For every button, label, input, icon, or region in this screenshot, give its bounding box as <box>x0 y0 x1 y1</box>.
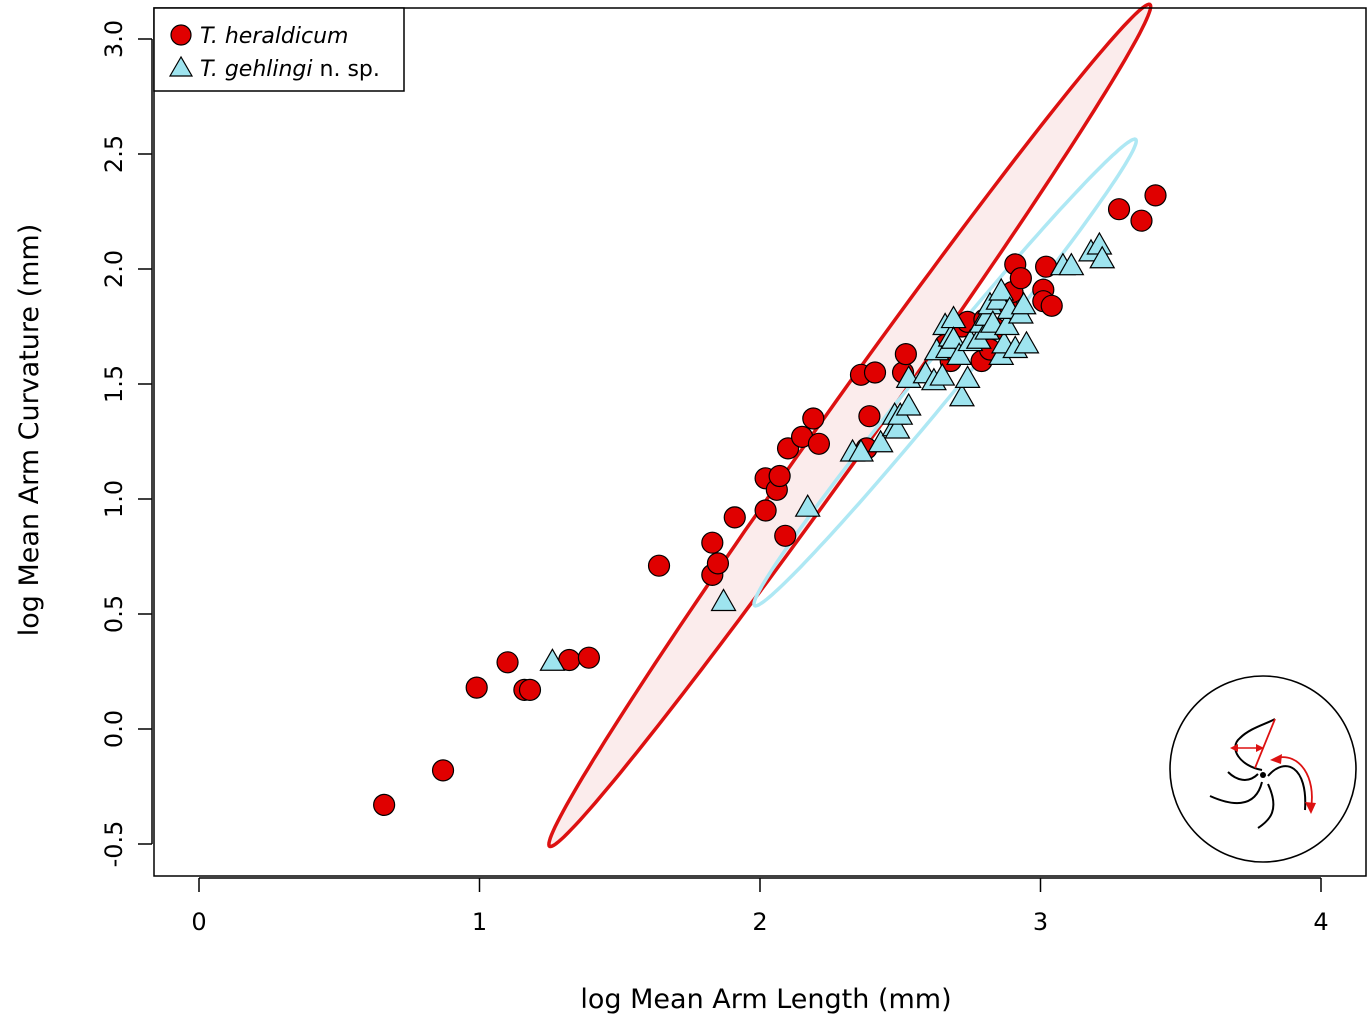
y-tick-label: 0.0 <box>100 710 128 748</box>
inset-curvature-arrowhead-start <box>1270 754 1282 764</box>
y-tick-label: 1.5 <box>100 365 128 403</box>
point-gehlingi <box>1058 252 1085 276</box>
legend-label-gehlingi-suffix: n. sp. <box>313 57 380 82</box>
point-gehlingi <box>539 648 566 671</box>
point-heraldicum <box>465 676 488 699</box>
point-gehlingi <box>710 588 737 612</box>
point-heraldicum <box>1144 184 1167 207</box>
point-heraldicum <box>701 531 724 554</box>
point-heraldicum <box>774 524 797 547</box>
x-axis: 0 1 2 3 4 <box>191 877 1329 936</box>
svg-text:T. heraldicum: T. heraldicum <box>200 24 348 49</box>
inset-curvature-arrow <box>1275 756 1313 809</box>
y-tick-label: 2.5 <box>100 135 128 173</box>
point-gehlingi <box>1013 330 1040 354</box>
data-points <box>373 184 1167 817</box>
point-heraldicum <box>1130 209 1153 232</box>
spiral-arm-measurement-icon <box>1169 675 1357 863</box>
inset-arm-lower-2 <box>1257 783 1275 829</box>
y-tick-label: 1.0 <box>100 480 128 518</box>
point-heraldicum <box>768 464 791 488</box>
point-gehlingi <box>946 342 973 365</box>
y-tick-label: 3.0 <box>100 20 128 58</box>
y-tick-label: 0.5 <box>100 595 128 633</box>
inset-curvature-arrowhead-end <box>1305 802 1316 814</box>
y-axis: -0.5 0.0 0.5 1.0 1.5 2.0 2.5 3.0 <box>100 20 153 868</box>
legend-marker-heraldicum <box>170 24 192 46</box>
point-heraldicum <box>1040 294 1063 317</box>
point-heraldicum <box>518 678 542 702</box>
point-gehlingi <box>948 383 975 407</box>
inset-arm-right <box>1267 765 1307 811</box>
point-gehlingi <box>1010 291 1037 315</box>
point-gehlingi <box>895 392 922 416</box>
inset-arm-left <box>1227 771 1259 781</box>
point-heraldicum <box>1009 267 1032 290</box>
point-gehlingi <box>867 429 894 453</box>
legend-label-heraldicum: T. heraldicum <box>200 24 348 49</box>
legend-marker-gehlingi <box>168 55 194 77</box>
x-tick-label: 2 <box>752 908 767 936</box>
y-tick-label: 2.0 <box>100 250 128 288</box>
point-heraldicum <box>858 405 881 428</box>
inset-width-arrowhead-left <box>1230 744 1238 752</box>
x-tick-label: 1 <box>472 908 487 936</box>
y-axis-title: log Mean Arm Curvature (mm) <box>14 224 45 637</box>
x-tick-label: 0 <box>191 908 206 936</box>
point-heraldicum <box>723 506 746 529</box>
point-gehlingi <box>884 415 911 439</box>
plot-frame <box>153 7 1367 877</box>
ellipse-heraldicum <box>547 2 1153 849</box>
x-axis-title: log Mean Arm Length (mm) <box>580 984 951 1015</box>
point-heraldicum <box>496 651 519 674</box>
point-heraldicum <box>373 793 396 817</box>
legend-box <box>153 7 405 92</box>
point-heraldicum <box>431 759 455 782</box>
point-gehlingi <box>1089 245 1116 269</box>
svg-text:T. gehlingi n. sp.: T. gehlingi n. sp. <box>200 57 380 82</box>
point-heraldicum <box>754 499 777 522</box>
point-heraldicum <box>802 407 825 430</box>
point-heraldicum <box>807 432 831 455</box>
y-tick-label: -0.5 <box>100 821 128 868</box>
point-gehlingi <box>993 312 1020 336</box>
inset-arm-upper <box>1234 718 1276 771</box>
inset-arm-lower <box>1209 781 1263 805</box>
point-heraldicum <box>1107 198 1131 221</box>
point-gehlingi <box>988 277 1015 301</box>
inset-arm-upper-tip <box>1254 718 1276 769</box>
point-heraldicum <box>863 361 887 384</box>
x-tick-label: 3 <box>1033 908 1048 936</box>
inset-center <box>1260 772 1266 778</box>
point-gehlingi <box>929 362 956 386</box>
point-gehlingi <box>847 438 875 462</box>
point-heraldicum <box>577 646 600 669</box>
legend-label-gehlingi: T. gehlingi <box>200 57 313 82</box>
point-heraldicum <box>647 554 671 577</box>
point-heraldicum <box>894 343 917 366</box>
point-heraldicum <box>706 552 730 575</box>
x-tick-label: 4 <box>1313 908 1328 936</box>
point-gehlingi <box>794 493 821 517</box>
inset-width-arrowhead-right <box>1256 744 1264 752</box>
point-gehlingi <box>954 365 981 388</box>
inset-circle <box>1169 675 1357 863</box>
legend: T. heraldicum T. gehlingi n. sp. <box>153 7 405 92</box>
